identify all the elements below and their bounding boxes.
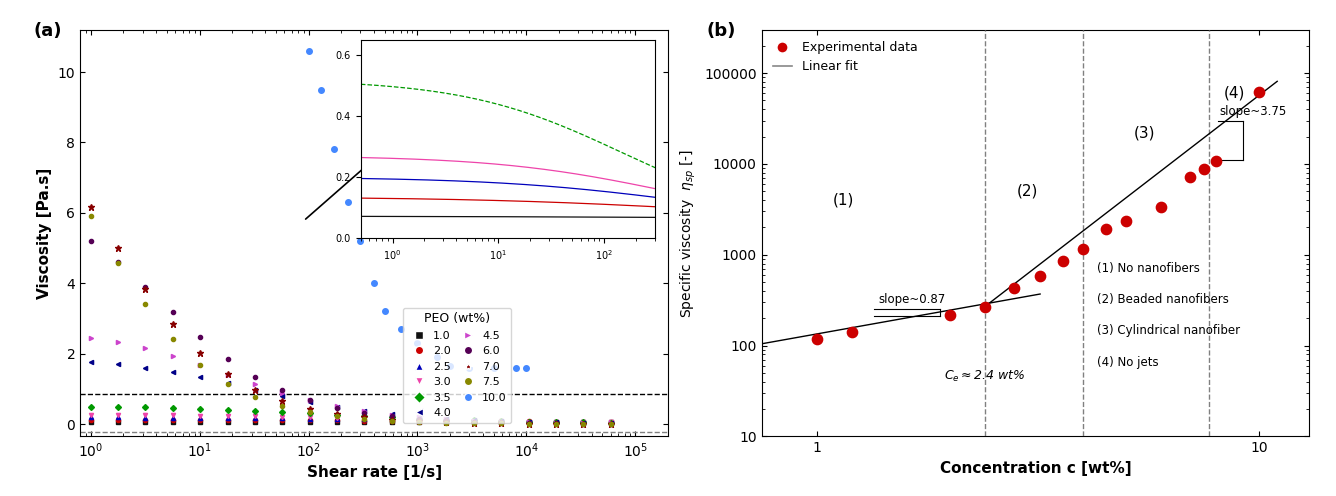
Text: (4): (4)	[1224, 86, 1245, 101]
Experimental data	[1073, 246, 1094, 253]
Experimental data	[1193, 166, 1214, 174]
Experimental data	[1150, 202, 1172, 210]
Legend: 1.0, 2.0, 2.5, 3.0, 3.5, 4.0, 4.5, 6.0, 7.0, 7.5, 10.0: 1.0, 2.0, 2.5, 3.0, 3.5, 4.0, 4.5, 6.0, …	[403, 308, 512, 423]
Text: (1) No nanofibers: (1) No nanofibers	[1097, 262, 1200, 275]
Linear fit	[1018, 294, 1034, 300]
Text: (3): (3)	[1133, 125, 1154, 140]
Experimental data	[939, 311, 961, 319]
Linear fit	[896, 315, 912, 321]
Text: slope~0.87: slope~0.87	[879, 294, 946, 307]
Text: $C_e$$\approx$2.4 wt%: $C_e$$\approx$2.4 wt%	[945, 369, 1026, 384]
Experimental data	[1180, 173, 1201, 181]
Y-axis label: Viscosity [Pa.s]: Viscosity [Pa.s]	[37, 168, 52, 299]
Experimental data	[1205, 157, 1226, 165]
Linear fit	[1033, 291, 1049, 297]
Legend: Experimental data, Linear fit: Experimental data, Linear fit	[768, 36, 922, 78]
Text: (4) No jets: (4) No jets	[1097, 356, 1158, 369]
Y-axis label: Specific viscosity  $\eta_{sp}$ [-]: Specific viscosity $\eta_{sp}$ [-]	[679, 149, 699, 317]
Linear fit	[818, 329, 834, 335]
Linear fit	[807, 331, 823, 337]
Linear fit	[919, 311, 935, 317]
Experimental data	[1248, 88, 1269, 96]
Linear fit	[1010, 295, 1026, 301]
Text: slope~3.75: slope~3.75	[1220, 105, 1287, 118]
Text: (3) Cylindrical nanofiber: (3) Cylindrical nanofiber	[1097, 324, 1240, 337]
Line: Linear fit: Linear fit	[762, 294, 1041, 344]
Experimental data	[806, 335, 827, 343]
Experimental data	[1096, 226, 1117, 234]
Experimental data	[1030, 272, 1051, 280]
Experimental data	[1003, 284, 1025, 292]
Text: (1): (1)	[832, 192, 854, 208]
Experimental data	[842, 327, 863, 335]
Linear fit	[754, 341, 770, 347]
Experimental data	[1051, 257, 1073, 265]
X-axis label: Concentration c [wt%]: Concentration c [wt%]	[939, 461, 1132, 476]
Experimental data	[1116, 217, 1137, 225]
Text: (2): (2)	[1017, 184, 1038, 199]
Text: (b): (b)	[707, 22, 736, 40]
Experimental data	[974, 303, 995, 311]
Text: (2) Beaded nanofibers: (2) Beaded nanofibers	[1097, 293, 1229, 306]
Text: (a): (a)	[33, 22, 61, 40]
X-axis label: Shear rate [1/s]: Shear rate [1/s]	[306, 466, 442, 481]
